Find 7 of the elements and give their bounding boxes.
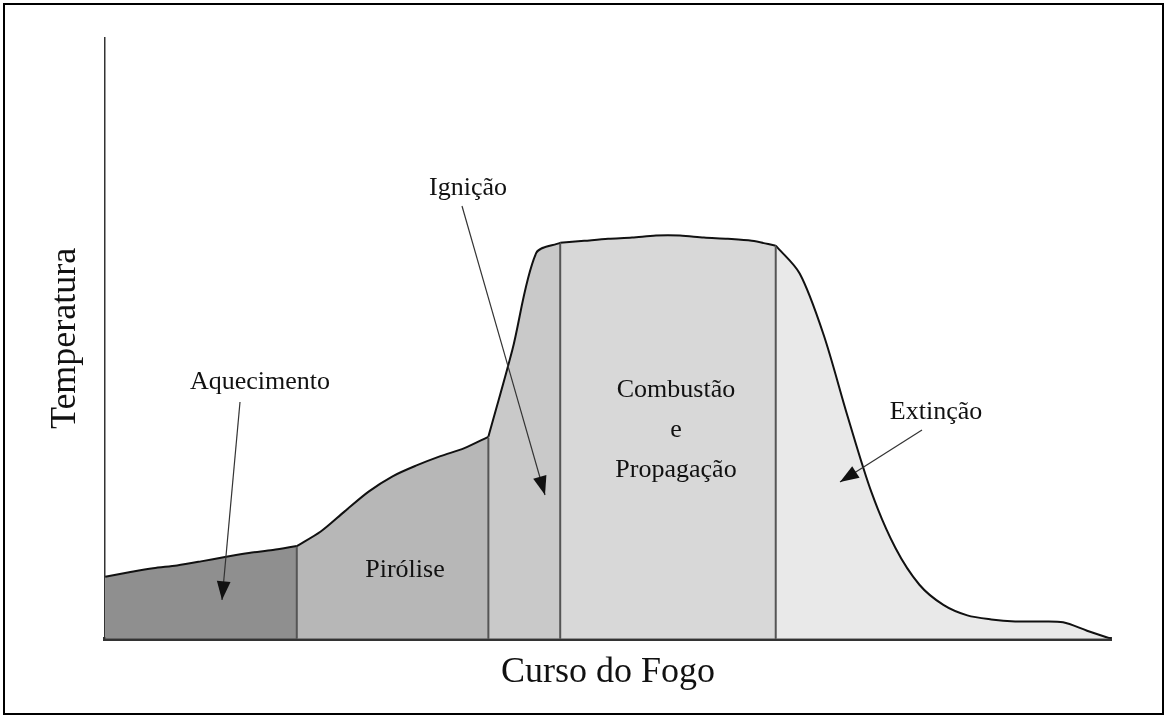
y-axis-title: Temperatura bbox=[43, 247, 84, 430]
annotation: Combustão e Propagação bbox=[615, 373, 737, 483]
text: Ignição bbox=[429, 171, 507, 201]
x-axis-title: Curso do Fogo bbox=[501, 649, 716, 690]
annotation: Pirólise bbox=[365, 553, 445, 583]
annotation: Extinção bbox=[889, 395, 983, 425]
annotation: Aquecimento bbox=[189, 365, 331, 395]
